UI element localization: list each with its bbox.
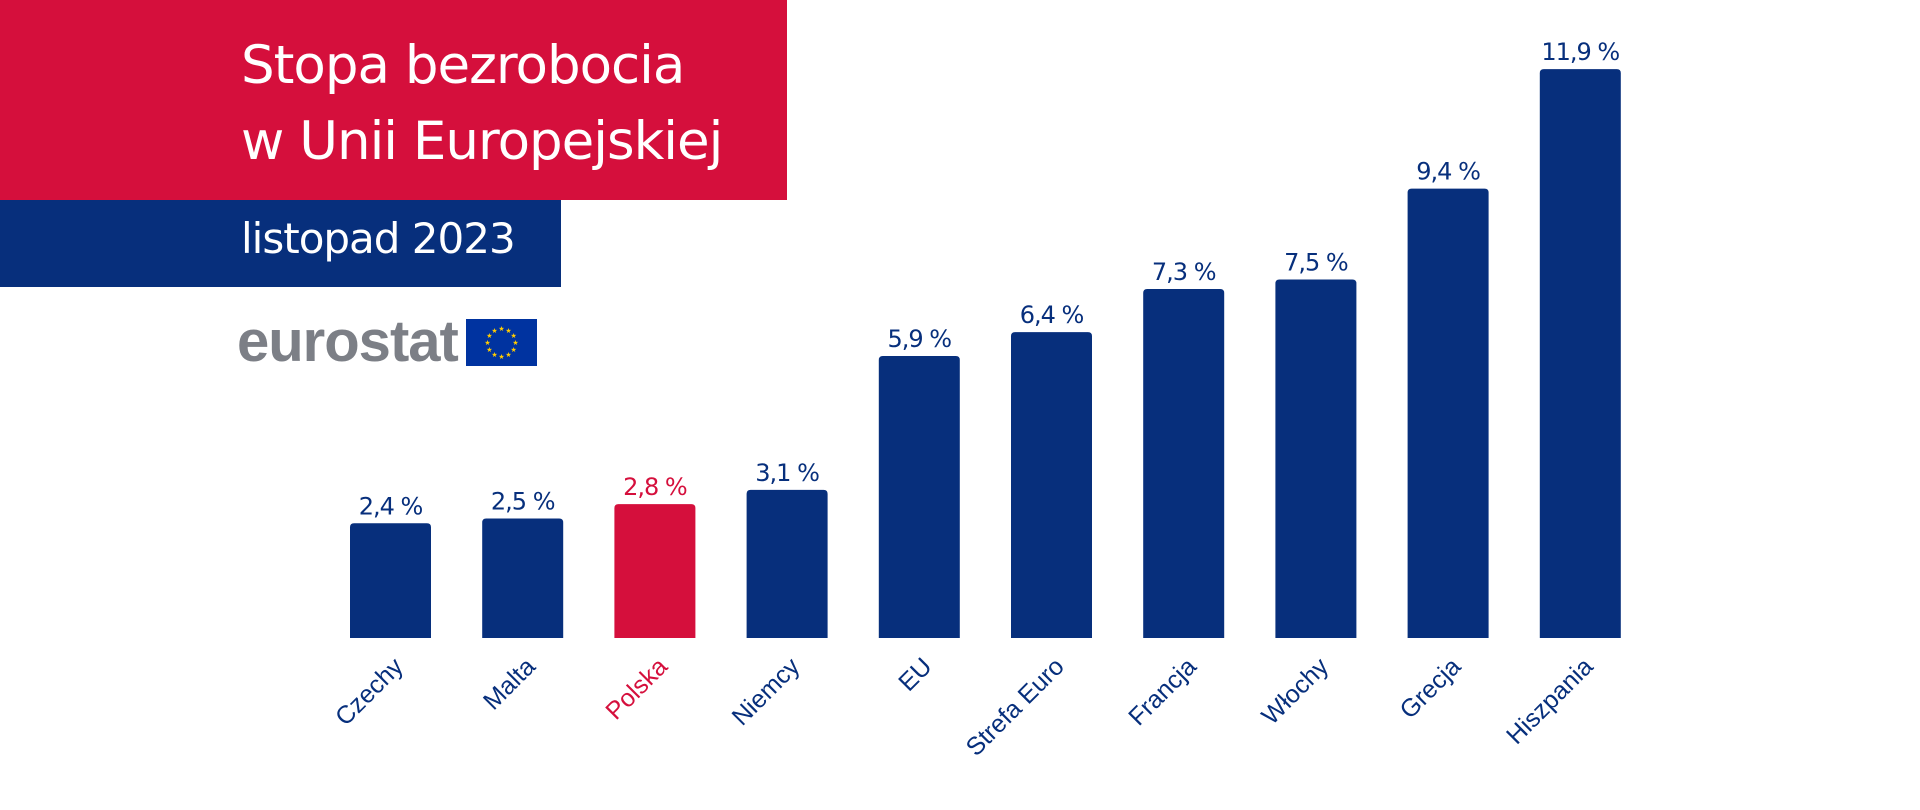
value-label: 2,4 % <box>359 492 423 520</box>
bar-eu <box>878 355 960 638</box>
category-label: Niemcy <box>727 652 806 731</box>
bar-grecja <box>1407 188 1489 638</box>
bar-niemcy <box>746 489 828 638</box>
category-label: Czechy <box>330 652 409 731</box>
flag-star: ★ <box>505 351 511 359</box>
value-label: 7,5 % <box>1284 249 1348 277</box>
flag-star: ★ <box>510 332 516 340</box>
bar-francja <box>1143 289 1225 638</box>
value-label: 11,9 % <box>1541 38 1619 66</box>
category-label: Malta <box>478 652 541 715</box>
chart-subtitle: listopad 2023 <box>241 214 516 263</box>
eu-flag-icon: ★ ★★★★★★★★★★★ <box>465 318 537 366</box>
category-label: Polska <box>600 652 673 725</box>
bar-strefa-euro <box>1011 332 1092 638</box>
title-line-1: Stopa bezrobocia <box>241 35 685 96</box>
bar-hiszpania <box>1539 69 1621 639</box>
eurostat-logo: eurostat ★ ★ ★ ★ ★ ★ ★ ★ ★ ★ ★ ★ <box>237 309 537 374</box>
category-label: Hiszpania <box>1501 652 1598 749</box>
category-label: Francja <box>1123 652 1202 731</box>
bar-czechy <box>350 523 431 638</box>
value-label: 6,4 % <box>1020 301 1084 329</box>
value-label: 2,5 % <box>491 488 555 516</box>
category-label: EU <box>893 652 937 696</box>
category-label: Grecja <box>1394 652 1466 724</box>
flag-star: ★ <box>510 346 516 354</box>
flag-star: ★ <box>484 339 490 347</box>
flag-star: ★ <box>512 339 518 347</box>
category-label: Włochy <box>1256 652 1334 730</box>
value-label: 5,9 % <box>887 325 951 353</box>
value-label: 9,4 % <box>1416 158 1480 186</box>
bar-malta <box>482 518 564 638</box>
bar-polska <box>614 504 696 638</box>
value-label: 3,1 % <box>755 459 819 487</box>
title-line-2: w Unii Europejskiej <box>241 111 723 172</box>
category-label: Strefa Euro <box>961 652 1070 761</box>
logo-text: eurostat <box>237 309 459 374</box>
flag-star: ★ <box>505 326 511 334</box>
flag-star: ★ <box>491 351 497 359</box>
flag-star: ★ <box>498 353 504 361</box>
subtitle-banner <box>0 200 561 287</box>
flag-star: ★ <box>486 346 492 354</box>
value-label: 7,3 % <box>1152 258 1216 286</box>
bar-włochy <box>1275 279 1357 638</box>
flag-star: ★ <box>491 326 497 334</box>
value-label: 2,8 % <box>623 473 687 501</box>
flag-star: ★ <box>486 332 492 340</box>
chart-title: Stopa bezrobocia w Unii Europejskiej <box>241 28 723 180</box>
flag-star: ★ <box>498 325 504 333</box>
title-banner <box>0 0 787 200</box>
